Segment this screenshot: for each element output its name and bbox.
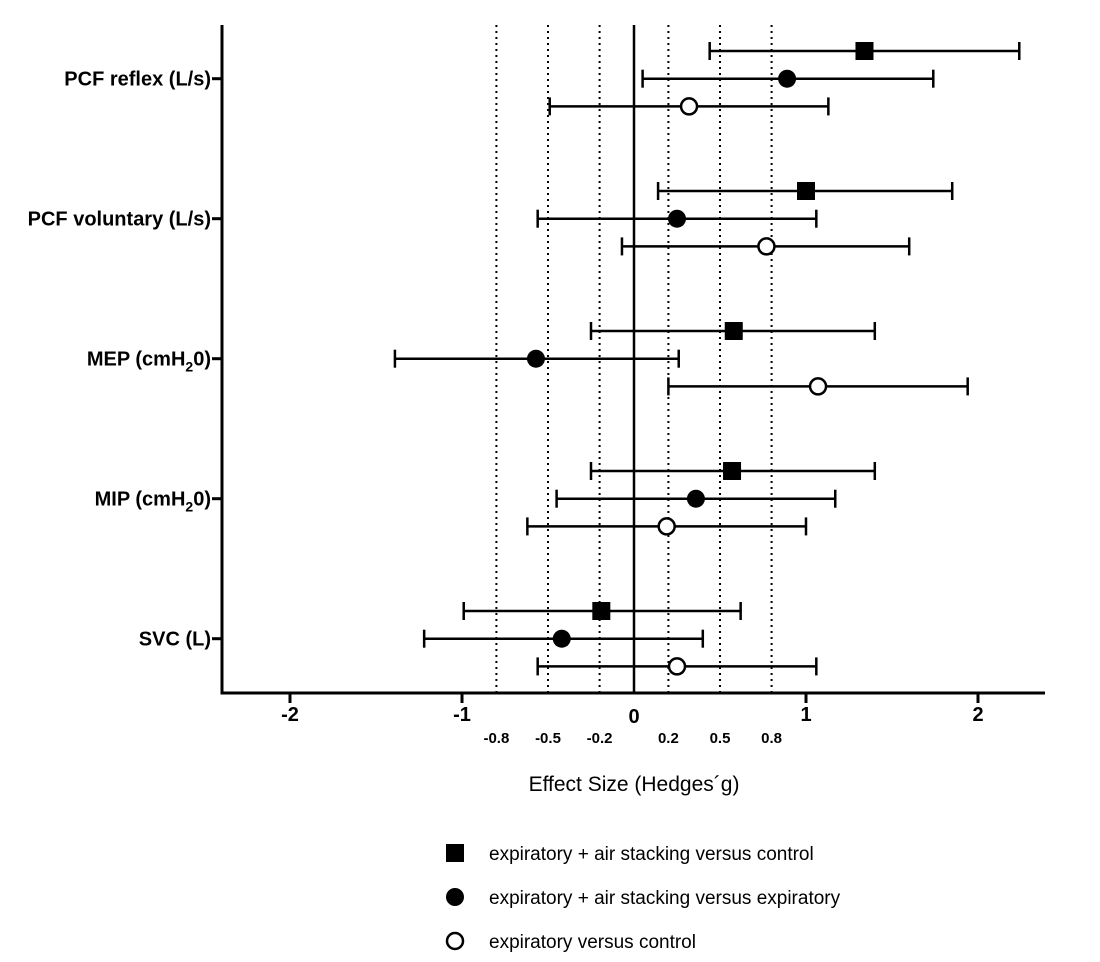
legend: expiratory + air stacking versus control… [445, 844, 841, 953]
point-estimate [657, 517, 676, 536]
category-label: MIP (cmH20) [95, 489, 211, 515]
x-tick-label: 1 [800, 704, 811, 726]
point-estimate [679, 97, 699, 116]
reference-line-label: -0.8 [483, 730, 509, 747]
point-estimate [686, 489, 705, 508]
legend-marker [446, 888, 464, 906]
point-estimate [668, 209, 686, 228]
legend-label: expiratory versus control [489, 932, 696, 953]
point-estimate [757, 237, 776, 256]
point-estimate [526, 349, 545, 368]
category-label: MEP (cmH20) [87, 349, 211, 375]
x-axis-ticks: -2 -1 0 1 2 [281, 693, 984, 728]
x-tick-label: -2 [281, 704, 299, 726]
legend-label: expiratory + air stacking versus control [489, 844, 814, 865]
category-label: SVC (L) [139, 629, 211, 651]
legend-marker [445, 931, 465, 951]
x-tick-label: 0 [628, 706, 639, 728]
point-estimate [552, 629, 571, 648]
point-estimate [808, 377, 828, 396]
x-tick-label: -1 [453, 704, 471, 726]
point-estimate [855, 42, 874, 60]
point-estimate [592, 602, 611, 620]
legend-label: expiratory + air stacking versus expirat… [489, 888, 841, 909]
reference-line-labels: -0.8 -0.5 -0.2 0.2 0.5 0.8 [483, 730, 782, 747]
category-label: PCF reflex (L/s) [64, 69, 211, 91]
x-tick-label: 2 [972, 704, 983, 726]
reference-line-label: 0.5 [710, 730, 731, 747]
point-estimate [797, 182, 815, 200]
reference-line-label: 0.8 [761, 730, 782, 747]
reference-line-label: -0.2 [587, 730, 613, 747]
category-labels: PCF reflex (L/s) PCF voluntary (L/s) MEP (… [28, 69, 222, 651]
effect-marks [393, 42, 1021, 676]
x-axis-title: Effect Size (Hedges´g) [529, 773, 740, 796]
point-estimate [723, 462, 742, 480]
point-estimate [724, 322, 743, 340]
point-estimate [778, 69, 797, 88]
point-estimate [667, 657, 687, 676]
reference-line-label: -0.5 [535, 730, 561, 747]
category-label: PCF voluntary (L/s) [28, 209, 211, 231]
legend-marker [446, 844, 464, 862]
reference-line-label: 0.2 [658, 730, 679, 747]
